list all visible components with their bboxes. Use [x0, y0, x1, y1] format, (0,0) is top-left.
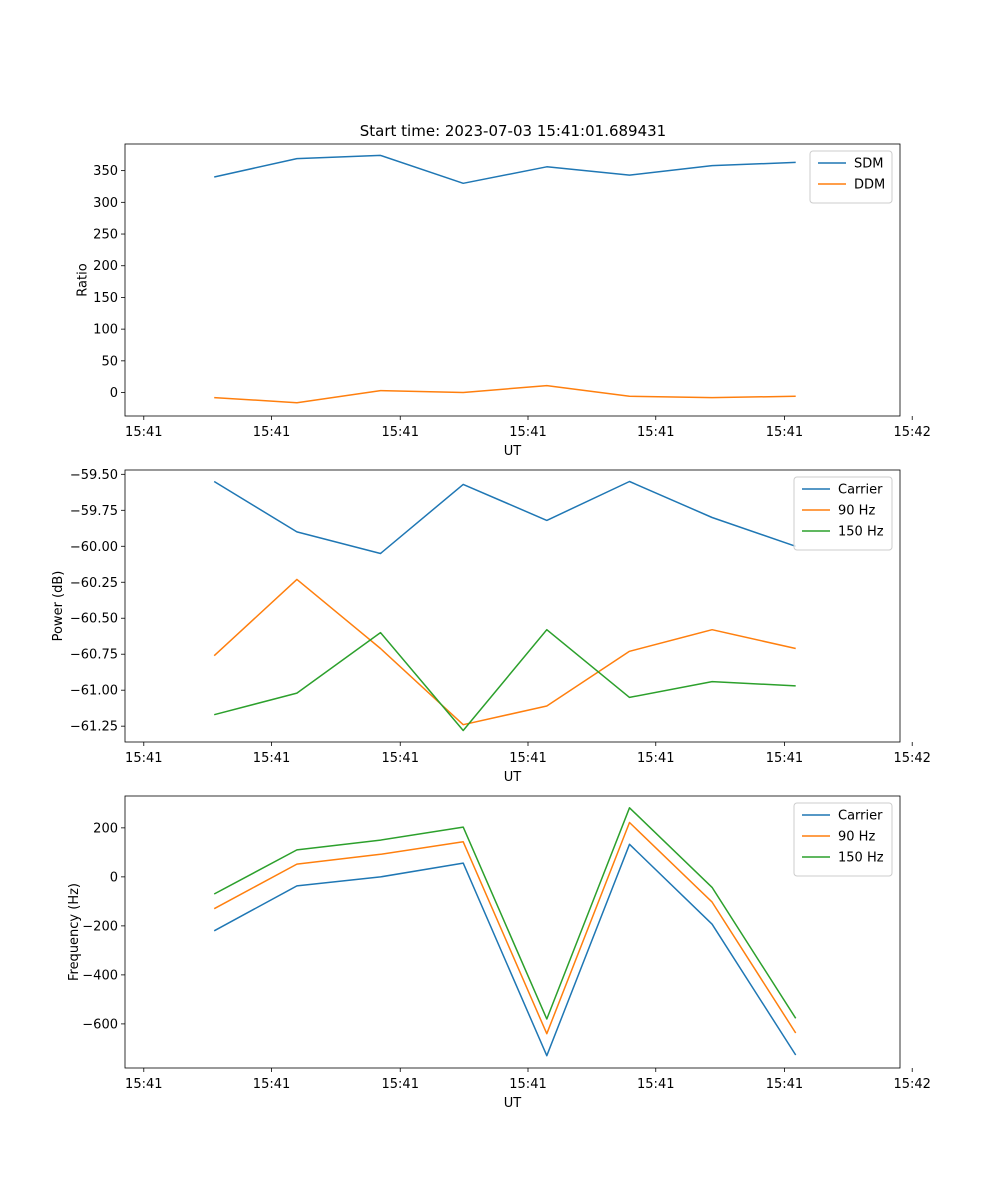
y-tick-label: 50 — [101, 354, 118, 369]
x-tick-label: 15:41 — [382, 751, 419, 766]
legend-entry: Carrier — [838, 483, 883, 498]
y-tick-label: −200 — [82, 919, 118, 934]
y-tick-label: −60.50 — [70, 612, 118, 627]
y-axis-label: Power (dB) — [51, 571, 66, 642]
axes-frame — [124, 469, 901, 743]
series-line-150-hz — [213, 807, 797, 1020]
y-tick-label: 350 — [93, 164, 118, 179]
y-tick-label: 0 — [110, 870, 118, 885]
x-tick-label: 15:41 — [253, 751, 290, 766]
y-axis-label: Ratio — [75, 263, 90, 296]
x-tick-label: 15:42 — [893, 425, 930, 440]
y-tick-label: 300 — [93, 196, 118, 211]
y-tick-label: 100 — [93, 323, 118, 338]
legend-entry: DDM — [854, 178, 885, 193]
y-tick-label: 0 — [110, 386, 118, 401]
x-tick-label: 15:41 — [509, 425, 546, 440]
series-line-150-hz — [214, 628, 796, 732]
x-tick-label: 15:41 — [382, 425, 419, 440]
y-tick-label: −59.50 — [70, 468, 118, 483]
y-tick-label: 200 — [93, 821, 118, 836]
axes-frame — [124, 795, 901, 1069]
y-tick-label: −59.75 — [70, 504, 118, 519]
series-line-sdm — [214, 154, 796, 185]
y-tick-label: −60.00 — [70, 540, 118, 555]
x-tick-label: 15:41 — [125, 425, 162, 440]
panel-1: 15:41 15:41 15:41 15:41 15:41 15:41 15:42 0 50 10… — [75, 143, 931, 459]
x-tick-label: 15:41 — [637, 751, 674, 766]
series-line-90-hz — [213, 821, 797, 1035]
y-tick-label: −61.25 — [70, 720, 118, 735]
series-line-carrier — [213, 843, 797, 1057]
legend: Carrier 90 Hz 150 Hz — [793, 802, 893, 877]
x-tick-label: 15:41 — [637, 1077, 674, 1092]
x-tick-label: 15:42 — [893, 751, 930, 766]
x-axis-label: UT — [504, 1096, 522, 1111]
series-line-carrier — [213, 480, 796, 555]
axes-frame — [124, 143, 901, 417]
legend-box — [809, 150, 893, 204]
panel-2: 15:41 15:41 15:41 15:41 15:41 15:41 15:42 −59.5… — [51, 468, 931, 785]
x-tick-label: 15:41 — [253, 425, 290, 440]
legend-entry: SDM — [854, 157, 883, 172]
x-tick-label: 15:41 — [766, 751, 803, 766]
x-tick-label: 15:41 — [509, 751, 546, 766]
x-tick-label: 15:42 — [893, 1077, 930, 1092]
legend-entry: 150 Hz — [838, 525, 884, 540]
legend: SDM DDM — [809, 150, 893, 204]
x-tick-label: 15:41 — [253, 1077, 290, 1092]
legend-entry: 150 Hz — [838, 851, 884, 866]
legend: Carrier 90 Hz 150 Hz — [793, 476, 893, 551]
x-tick-label: 15:41 — [766, 1077, 803, 1092]
y-axis-label: Frequency (Hz) — [67, 883, 82, 981]
legend-entry: 90 Hz — [838, 504, 875, 519]
series-line-90-hz — [213, 578, 796, 726]
chart-title: Start time: 2023-07-03 15:41:01.689431 — [360, 122, 666, 140]
x-tick-label: 15:41 — [125, 1077, 162, 1092]
y-tick-label: 250 — [93, 228, 118, 243]
x-axis-label: UT — [504, 770, 522, 785]
x-tick-label: 15:41 — [125, 751, 162, 766]
y-tick-label: −600 — [82, 1017, 118, 1032]
legend-entry: 90 Hz — [838, 830, 875, 845]
y-tick-label: −60.25 — [70, 576, 118, 591]
legend-entry: Carrier — [838, 809, 883, 824]
x-tick-label: 15:41 — [766, 425, 803, 440]
series-line-ddm — [214, 384, 796, 404]
y-tick-label: −400 — [82, 968, 118, 983]
x-tick-label: 15:41 — [382, 1077, 419, 1092]
y-tick-label: 150 — [93, 291, 118, 306]
x-tick-label: 15:41 — [637, 425, 674, 440]
x-axis-label: UT — [504, 444, 522, 459]
y-tick-label: −60.75 — [70, 648, 118, 663]
y-tick-label: 200 — [93, 259, 118, 274]
x-tick-label: 15:41 — [509, 1077, 546, 1092]
y-tick-label: −61.00 — [70, 684, 118, 699]
panel-3: 15:41 15:41 15:41 15:41 15:41 15:41 15:42 200 0 −… — [67, 795, 931, 1111]
